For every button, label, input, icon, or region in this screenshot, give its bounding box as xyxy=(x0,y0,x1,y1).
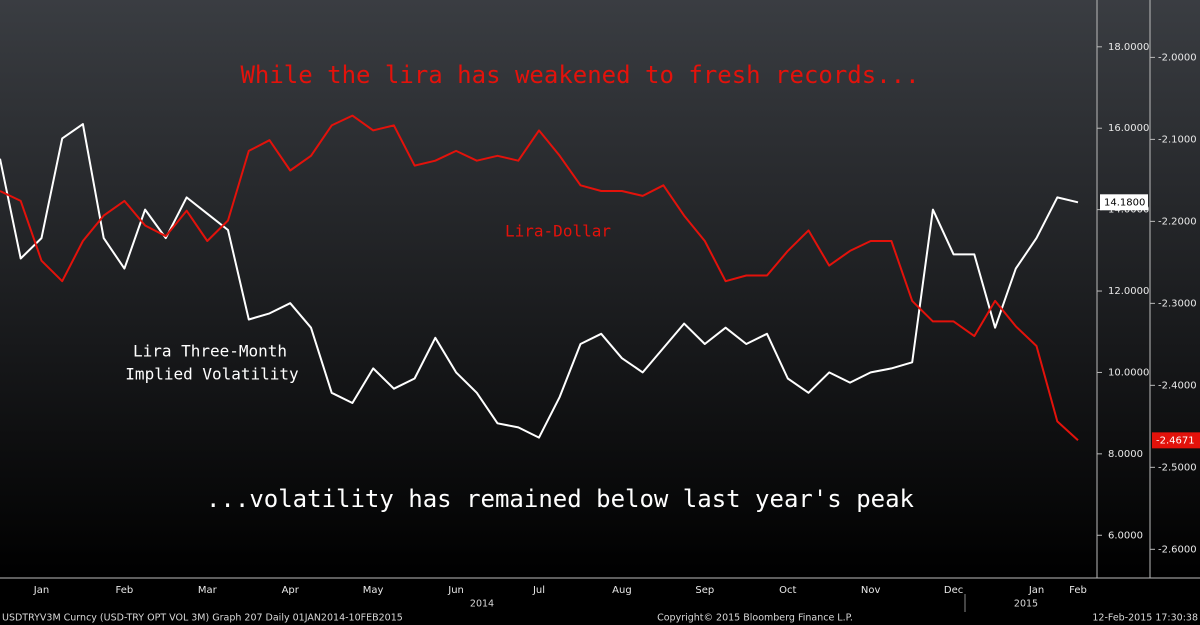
x-tick-label: Aug xyxy=(612,585,632,596)
last-value-label: -2.4671 xyxy=(1156,435,1195,446)
last-value-box xyxy=(1152,432,1200,449)
y2-tick-label: -2.1000 xyxy=(1158,134,1197,145)
x-tick-label: May xyxy=(363,585,384,596)
series-line xyxy=(0,123,1079,439)
x-tick-label: Feb xyxy=(1069,585,1087,596)
y-tick-label: 10.0000 xyxy=(1108,367,1149,378)
y2-tick-label: -2.4000 xyxy=(1158,380,1197,391)
x-tick-label: Jul xyxy=(532,585,545,596)
series-label: Lira-Dollar xyxy=(505,222,611,241)
series-line xyxy=(0,114,1079,442)
footer-center: Copyright© 2015 Bloomberg Finance L.P. xyxy=(657,613,853,624)
y2-tick-label: -2.6000 xyxy=(1158,544,1197,555)
year-label: 2014 xyxy=(470,599,494,610)
last-value-box xyxy=(1100,194,1148,211)
plot-background xyxy=(0,0,1200,578)
x-tick-label: Jan xyxy=(1028,585,1044,596)
x-tick-label: Apr xyxy=(282,585,300,596)
x-tick-label: Mar xyxy=(198,585,218,596)
annotation-bottom: ...volatility has remained below last ye… xyxy=(206,485,915,513)
x-tick-label: Oct xyxy=(779,585,796,596)
y2-tick-label: -2.5000 xyxy=(1158,462,1197,473)
last-value-label: 14.1800 xyxy=(1104,197,1145,208)
y2-tick-label: -2.0000 xyxy=(1158,52,1197,63)
x-tick-label: Sep xyxy=(695,585,714,596)
x-tick-label: Dec xyxy=(944,585,963,596)
y2-tick-label: -2.2000 xyxy=(1158,216,1197,227)
y-tick-label: 16.0000 xyxy=(1108,123,1149,134)
y-tick-label: 8.0000 xyxy=(1108,449,1143,460)
x-tick-label: Nov xyxy=(861,585,881,596)
year-label: 2015 xyxy=(1014,599,1038,610)
y-tick-label: 6.0000 xyxy=(1108,530,1143,541)
x-tick-label: Feb xyxy=(116,585,134,596)
y-tick-label: 12.0000 xyxy=(1108,286,1149,297)
x-tick-label: Jan xyxy=(33,585,49,596)
series-label: Lira Three-Month xyxy=(133,342,287,361)
footer-left: USDTRYV3M Curncy (USD-TRY OPT VOL 3M) Gr… xyxy=(2,613,403,624)
x-tick-label: Jun xyxy=(447,585,464,596)
y2-tick-label: -2.3000 xyxy=(1158,298,1197,309)
footer-right: 12-Feb-2015 17:30:38 xyxy=(1092,613,1198,624)
y-tick-label: 18.0000 xyxy=(1108,42,1149,53)
annotation-top: While the lira has weakened to fresh rec… xyxy=(240,61,919,89)
series-label: Implied Volatility xyxy=(125,365,299,384)
